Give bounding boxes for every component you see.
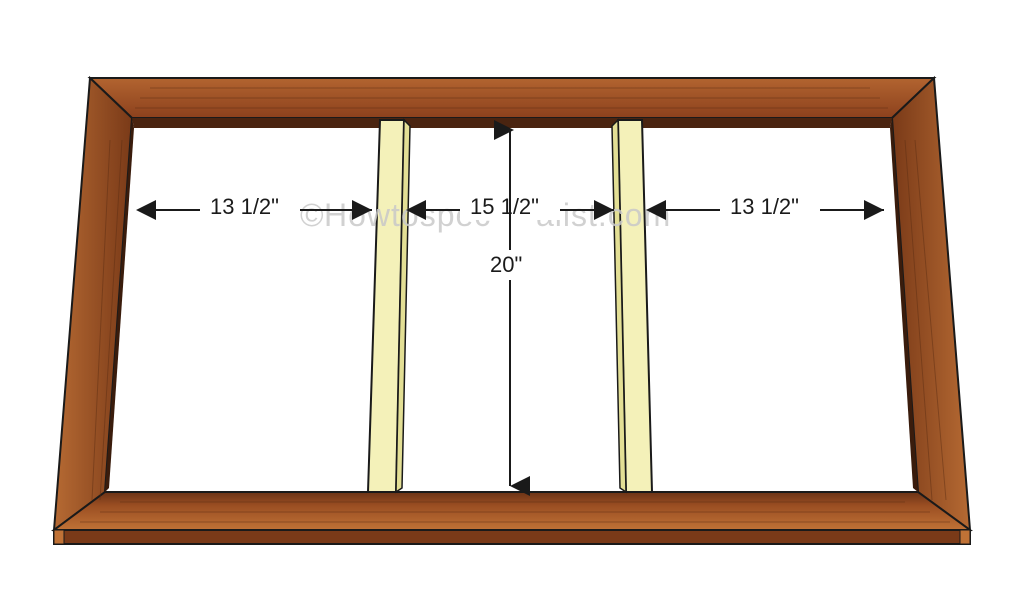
frame-bottom-front-edge xyxy=(54,530,970,544)
diagram-canvas: © Howtospec alist.com 13 1/2" 15 1/2" 13… xyxy=(0,0,1024,595)
frame-bottom-rail xyxy=(54,492,970,530)
dim-middle-label: 15 1/2" xyxy=(470,194,539,219)
dim-vertical-label: 20" xyxy=(490,252,522,277)
wood-grain xyxy=(80,88,950,522)
slat-right xyxy=(612,120,652,492)
frame-top-inner-edge xyxy=(132,118,892,128)
dimensions: 13 1/2" 15 1/2" 13 1/2" 20" xyxy=(140,130,884,486)
dim-left-label: 13 1/2" xyxy=(210,194,279,219)
dim-right-label: 13 1/2" xyxy=(730,194,799,219)
frame xyxy=(54,78,970,544)
watermark-copyright: © xyxy=(300,197,325,233)
slat-left xyxy=(368,120,410,492)
frame-left-endcap xyxy=(54,530,64,544)
frame-right-endcap xyxy=(960,530,970,544)
